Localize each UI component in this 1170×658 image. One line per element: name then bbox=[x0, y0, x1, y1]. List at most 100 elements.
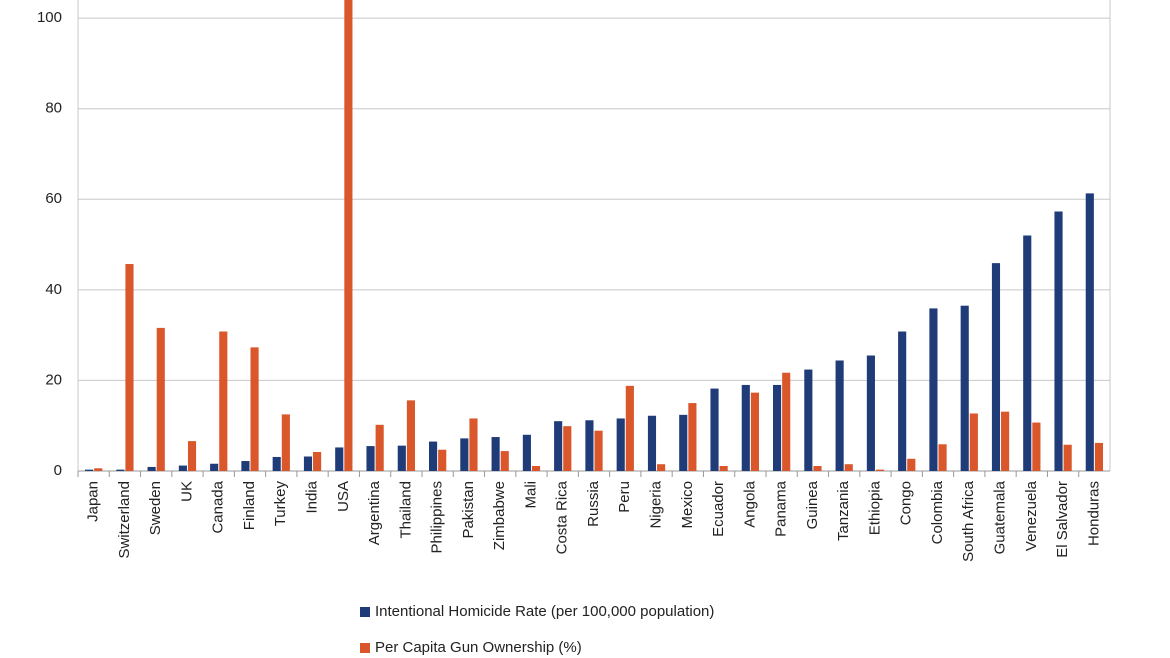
bar bbox=[907, 458, 916, 471]
bar bbox=[804, 369, 813, 471]
bar bbox=[178, 465, 187, 471]
bar bbox=[375, 424, 384, 471]
bar bbox=[773, 384, 782, 471]
bar bbox=[491, 437, 500, 471]
x-tick-label: Tanzania bbox=[835, 480, 852, 541]
x-tick-label: Ethiopia bbox=[866, 480, 883, 535]
bar bbox=[1085, 193, 1094, 472]
bar bbox=[335, 447, 344, 471]
bar bbox=[719, 466, 728, 471]
y-tick-label: 80 bbox=[45, 100, 62, 117]
bar bbox=[210, 463, 219, 471]
bar bbox=[429, 441, 438, 471]
bar bbox=[344, 0, 353, 471]
bar bbox=[710, 388, 719, 471]
bar bbox=[406, 400, 415, 471]
bar bbox=[835, 360, 844, 471]
legend-label: Intentional Homicide Rate (per 100,000 p… bbox=[375, 603, 714, 620]
x-tick-label: Nigeria bbox=[648, 480, 665, 528]
bar bbox=[625, 385, 634, 471]
x-tick-label: Pakistan bbox=[460, 481, 477, 539]
bar bbox=[156, 327, 165, 471]
x-tick-label: Angola bbox=[741, 480, 758, 527]
x-tick-label: Japan bbox=[85, 481, 102, 522]
bar bbox=[313, 451, 322, 471]
bar bbox=[688, 403, 697, 471]
x-tick-label: India bbox=[304, 480, 321, 513]
bar bbox=[241, 461, 250, 471]
x-tick-label: Switzerland bbox=[116, 481, 133, 559]
bar bbox=[272, 456, 281, 471]
x-tick-label: El Salvador bbox=[1054, 481, 1071, 558]
bar bbox=[1032, 422, 1041, 471]
bar bbox=[116, 469, 125, 471]
x-tick-label: Honduras bbox=[1085, 481, 1102, 546]
legend-swatch bbox=[360, 607, 370, 617]
x-tick-label: Thailand bbox=[397, 481, 414, 539]
bar bbox=[563, 426, 572, 471]
x-tick-label: Venezuela bbox=[1023, 480, 1040, 551]
bar bbox=[85, 469, 94, 471]
x-tick-label: Guinea bbox=[804, 480, 821, 529]
x-tick-label: Mali bbox=[522, 481, 539, 509]
bar bbox=[125, 264, 134, 471]
x-tick-label: Ecuador bbox=[710, 481, 727, 537]
x-tick-label: Mexico bbox=[679, 481, 696, 529]
x-tick-label: South Africa bbox=[960, 480, 977, 562]
bar bbox=[616, 418, 625, 471]
bar bbox=[782, 372, 791, 471]
x-tick-label: Colombia bbox=[929, 480, 946, 544]
bar bbox=[866, 355, 875, 471]
bar bbox=[366, 446, 375, 471]
bar bbox=[875, 469, 885, 471]
bar bbox=[594, 430, 603, 471]
bar bbox=[469, 418, 478, 471]
y-tick-label: 60 bbox=[45, 190, 62, 207]
bar bbox=[281, 414, 290, 471]
bar bbox=[1001, 411, 1010, 471]
x-tick-label: Turkey bbox=[272, 481, 289, 527]
bar bbox=[1063, 444, 1072, 471]
x-tick-label: Russia bbox=[585, 480, 602, 527]
bar bbox=[500, 451, 509, 471]
y-tick-label: 0 bbox=[54, 462, 62, 479]
bar bbox=[741, 384, 750, 471]
y-tick-label: 100 bbox=[37, 9, 62, 26]
bar bbox=[960, 305, 969, 471]
bar bbox=[969, 413, 978, 471]
bar bbox=[554, 421, 563, 471]
bar bbox=[991, 263, 1001, 471]
bar bbox=[657, 464, 666, 471]
x-tick-label: Finland bbox=[241, 481, 258, 530]
bar bbox=[303, 456, 313, 471]
bar bbox=[1023, 235, 1032, 471]
bar bbox=[647, 415, 657, 471]
x-tick-label: Costa Rica bbox=[554, 480, 571, 554]
x-tick-label: Argentina bbox=[366, 480, 383, 545]
legend-swatch bbox=[360, 643, 370, 653]
x-tick-label: Zimbabwe bbox=[491, 481, 508, 550]
x-tick-label: Canada bbox=[210, 480, 227, 533]
bar bbox=[187, 441, 197, 471]
x-tick-label: Congo bbox=[898, 481, 915, 525]
x-tick-label: Guatemala bbox=[992, 480, 1009, 554]
bar bbox=[1094, 442, 1103, 471]
bar bbox=[1054, 211, 1063, 471]
bar bbox=[438, 449, 447, 471]
grid bbox=[77, 0, 1111, 477]
bar bbox=[750, 392, 759, 471]
x-tick-label: Philippines bbox=[429, 481, 446, 554]
bar bbox=[147, 466, 156, 471]
bar bbox=[250, 347, 259, 471]
bar bbox=[94, 468, 103, 471]
bar bbox=[585, 420, 594, 471]
bar bbox=[219, 331, 228, 471]
bar bbox=[531, 466, 541, 471]
x-tick-label: Peru bbox=[616, 481, 633, 513]
bars bbox=[85, 0, 1103, 472]
y-tick-label: 40 bbox=[45, 281, 62, 298]
x-tick-label: USA bbox=[335, 481, 352, 512]
x-tick-label: Sweden bbox=[147, 481, 164, 535]
bar bbox=[844, 464, 853, 471]
